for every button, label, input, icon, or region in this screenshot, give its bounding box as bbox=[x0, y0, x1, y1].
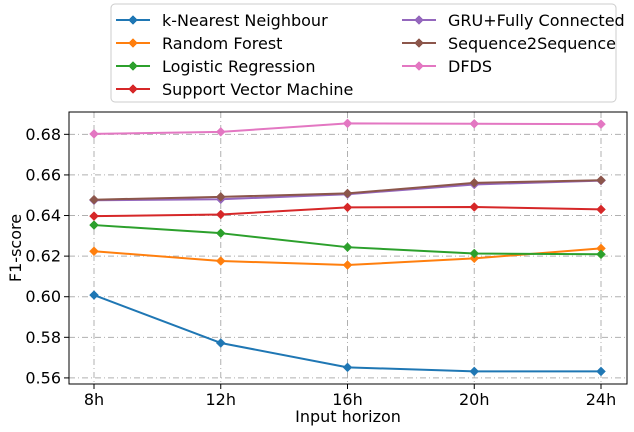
legend-item-dfds: DFDS bbox=[402, 57, 492, 76]
data-point bbox=[342, 260, 353, 270]
data-point bbox=[469, 248, 480, 259]
legend-label: GRU+Fully Connected bbox=[448, 11, 625, 30]
x-axis: 8h 12h 16h 20h 24h bbox=[84, 384, 616, 409]
x-tick-label: 24h bbox=[586, 390, 617, 409]
data-point bbox=[89, 211, 99, 221]
legend-label: Logistic Regression bbox=[162, 57, 315, 76]
legend-swatch-marker bbox=[414, 38, 424, 48]
x-tick-label: 8h bbox=[84, 390, 104, 409]
data-point bbox=[469, 202, 480, 212]
legend-label: Random Forest bbox=[162, 34, 282, 53]
x-axis-label: Input horizon bbox=[295, 407, 401, 426]
data-point bbox=[342, 362, 353, 373]
data-point bbox=[89, 129, 99, 139]
data-point bbox=[215, 209, 226, 220]
data-point bbox=[342, 202, 353, 213]
plot-area bbox=[89, 118, 606, 377]
data-point bbox=[469, 253, 480, 264]
data-point bbox=[89, 290, 99, 300]
y-tick-label: 0.58 bbox=[25, 328, 61, 347]
data-point bbox=[596, 119, 606, 130]
legend: k-Nearest Neighbour Random Forest Logistic… bbox=[110, 3, 625, 103]
legend-swatch-marker bbox=[128, 61, 138, 71]
legend-label: k-Nearest Neighbour bbox=[162, 11, 328, 30]
data-point bbox=[215, 127, 226, 137]
legend-label: Support Vector Machine bbox=[162, 80, 353, 99]
legend-item-gru-fully-connected: GRU+Fully Connected bbox=[402, 11, 625, 30]
data-point bbox=[89, 220, 99, 230]
data-point bbox=[469, 366, 480, 377]
data-point bbox=[596, 204, 606, 215]
data-point bbox=[342, 242, 353, 253]
series-support-vector-machine bbox=[89, 202, 606, 221]
data-point bbox=[89, 194, 99, 205]
legend-item-random-forest: Random Forest bbox=[116, 34, 282, 53]
data-point bbox=[215, 191, 226, 202]
legend-item-logistic-regression: Logistic Regression bbox=[116, 57, 315, 76]
legend-item-support-vector-machine: Support Vector Machine bbox=[116, 80, 353, 99]
y-tick-label: 0.66 bbox=[25, 165, 61, 184]
y-tick-label: 0.60 bbox=[25, 287, 61, 306]
legend-item-sequence2sequence: Sequence2Sequence bbox=[402, 34, 616, 53]
y-tick-label: 0.68 bbox=[25, 125, 61, 144]
y-tick-label: 0.64 bbox=[25, 206, 61, 225]
legend-swatch-marker bbox=[128, 84, 138, 94]
x-tick-label: 16h bbox=[332, 390, 363, 409]
series-sequence2sequence bbox=[89, 175, 606, 205]
legend-label: DFDS bbox=[448, 57, 492, 76]
legend-swatch-marker bbox=[128, 38, 138, 48]
y-axis-label: F1-score bbox=[6, 214, 25, 282]
legend-item-k-nearest-neighbour: k-Nearest Neighbour bbox=[116, 11, 328, 30]
legend-label: Sequence2Sequence bbox=[448, 34, 616, 53]
data-point bbox=[469, 118, 480, 129]
data-point bbox=[215, 256, 226, 266]
data-point bbox=[342, 118, 353, 129]
x-tick-label: 20h bbox=[459, 390, 490, 409]
series-random-forest bbox=[89, 243, 606, 270]
data-point bbox=[215, 338, 226, 348]
data-point bbox=[215, 228, 226, 239]
series-logistic-regression bbox=[89, 220, 606, 260]
data-point bbox=[469, 177, 480, 188]
data-point bbox=[89, 246, 99, 257]
series-dfds bbox=[89, 118, 606, 139]
legend-swatch-marker bbox=[128, 15, 138, 25]
data-point bbox=[596, 249, 606, 260]
y-axis: 0.56 0.58 0.60 0.62 0.64 0.66 0.68 bbox=[25, 125, 69, 387]
legend-swatch-marker bbox=[414, 15, 424, 25]
legend-swatch-marker bbox=[414, 61, 424, 71]
data-point bbox=[596, 366, 606, 377]
y-tick-label: 0.62 bbox=[25, 247, 61, 266]
data-point bbox=[596, 175, 606, 186]
x-tick-label: 12h bbox=[206, 390, 237, 409]
data-point bbox=[342, 188, 353, 199]
y-tick-label: 0.56 bbox=[25, 368, 61, 387]
series-k-nearest-neighbour bbox=[89, 290, 606, 377]
legend-frame bbox=[110, 3, 617, 103]
